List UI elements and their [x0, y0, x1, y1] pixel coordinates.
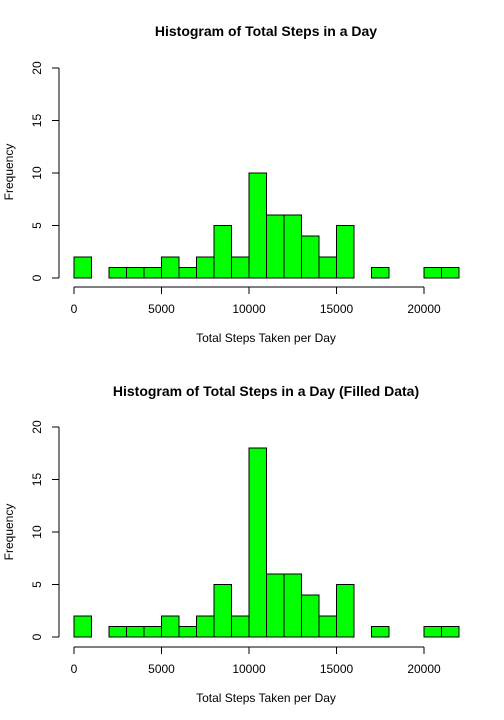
x-axis: 0 5000 10000 15000 20000 — [71, 286, 441, 316]
y-tick-label: 0 — [30, 274, 44, 281]
chart-title: Histogram of Total Steps in a Day (Fille… — [113, 383, 419, 399]
histogram-bar — [318, 256, 337, 279]
y-tick-label: 5 — [30, 222, 44, 229]
histogram-bar — [248, 172, 267, 279]
histogram-bar — [108, 626, 127, 638]
x-tick-label: 20000 — [407, 302, 441, 316]
x-tick-label: 0 — [71, 302, 78, 316]
histogram-bar — [108, 267, 127, 279]
y-tick-label: 20 — [30, 61, 44, 75]
histogram-bar — [283, 214, 302, 279]
histogram-bar — [196, 615, 215, 638]
histogram-bar — [126, 626, 145, 638]
x-axis-label: Total Steps Taken per Day — [196, 691, 336, 705]
histogram-bar — [231, 256, 250, 279]
x-tick-label: 20000 — [407, 662, 441, 676]
y-axis: 0 5 10 15 20 — [30, 420, 60, 640]
y-axis: 0 5 10 15 20 — [30, 61, 60, 281]
histogram-bar — [283, 573, 302, 638]
x-axis-label: Total Steps Taken per Day — [196, 331, 336, 345]
histogram-bar — [196, 256, 215, 279]
histogram-bar — [336, 584, 355, 638]
chart-title: Histogram of Total Steps in a Day — [155, 23, 377, 39]
y-axis-label: Frequency — [2, 144, 16, 201]
histogram-bar — [161, 256, 180, 279]
histogram-bar — [441, 267, 460, 279]
histogram-bar — [266, 573, 285, 638]
histogram-bar — [178, 626, 197, 638]
histogram-bar — [231, 615, 250, 638]
x-tick-label: 15000 — [320, 662, 354, 676]
y-tick-label: 15 — [30, 114, 44, 128]
histogram-bar — [423, 626, 442, 638]
histogram-bars — [73, 172, 460, 279]
y-tick-label: 5 — [30, 581, 44, 588]
x-tick-label: 15000 — [320, 302, 354, 316]
y-tick-label: 15 — [30, 473, 44, 487]
histogram-panel-filled: Histogram of Total Steps in a Day (Fille… — [2, 383, 460, 705]
histogram-bar — [213, 225, 232, 279]
y-tick-label: 20 — [30, 420, 44, 434]
x-tick-label: 5000 — [148, 662, 175, 676]
histogram-bar — [266, 214, 285, 279]
histogram-bar — [423, 267, 442, 279]
histogram-bars — [73, 447, 460, 638]
histogram-bar — [73, 615, 92, 638]
y-tick-label: 0 — [30, 633, 44, 640]
histogram-bar — [371, 626, 390, 638]
histogram-bar — [248, 447, 267, 638]
y-tick-label: 10 — [30, 166, 44, 180]
y-tick-label: 10 — [30, 525, 44, 539]
histogram-bar — [161, 615, 180, 638]
histogram-bar — [143, 267, 162, 279]
x-tick-label: 5000 — [148, 302, 175, 316]
histogram-bar — [178, 267, 197, 279]
histogram-bar — [318, 615, 337, 638]
histogram-bar — [143, 626, 162, 638]
histogram-bar — [336, 225, 355, 279]
x-tick-label: 10000 — [232, 662, 266, 676]
histogram-bar — [126, 267, 145, 279]
histogram-bar — [73, 256, 92, 279]
histogram-bar — [301, 594, 320, 638]
x-axis: 0 5000 10000 15000 20000 — [71, 646, 441, 676]
histogram-bar — [213, 584, 232, 638]
y-axis-label: Frequency — [2, 504, 16, 561]
histogram-bar — [301, 235, 320, 279]
histogram-panel-original: Histogram of Total Steps in a Day Total … — [2, 23, 460, 345]
x-tick-label: 0 — [71, 662, 78, 676]
x-tick-label: 10000 — [232, 302, 266, 316]
histogram-bar — [371, 267, 390, 279]
histogram-bar — [441, 626, 460, 638]
